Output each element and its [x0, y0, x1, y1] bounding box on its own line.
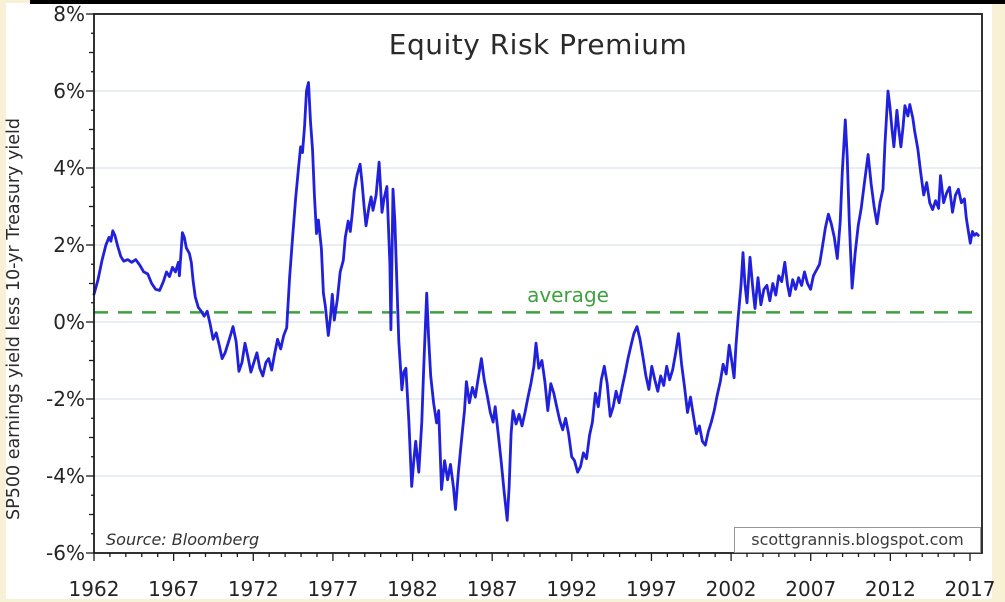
x-tick-label: 1982	[387, 577, 438, 601]
y-tick-label: -2%	[46, 387, 85, 411]
x-tick-label: 1987	[467, 577, 518, 601]
y-tick-label: 6%	[53, 79, 85, 103]
x-tick-label: 1997	[626, 577, 677, 601]
chart-title: Equity Risk Premium	[388, 28, 688, 61]
x-tick-label: 1977	[307, 577, 358, 601]
x-tick-label: 2002	[706, 577, 757, 601]
y-tick-label: -6%	[46, 541, 85, 565]
y-tick-label: 2%	[53, 233, 85, 257]
x-tick-label: 1967	[148, 577, 199, 601]
x-tick-label: 2007	[785, 577, 836, 601]
watermark-url: scottgrannis.blogspot.com	[734, 527, 981, 553]
x-tick-label: 1992	[546, 577, 597, 601]
y-tick-label: -4%	[46, 464, 85, 488]
chart-background-panel	[6, 3, 992, 599]
x-tick-label: 2017	[945, 577, 996, 601]
image-top-border	[30, 0, 1005, 4]
y-tick-label: 0%	[53, 310, 85, 334]
x-tick-label: 2012	[865, 577, 916, 601]
y-tick-label: 8%	[53, 2, 85, 26]
source-note: Source: Bloomberg	[106, 530, 260, 549]
x-tick-label: 1962	[69, 577, 120, 601]
erp-line-series	[92, 81, 980, 522]
y-tick-label: 4%	[53, 156, 85, 180]
x-tick-label: 1972	[228, 577, 279, 601]
average-line-label: average	[527, 283, 609, 307]
y-axis-title: SP500 earnings yield less 10-yr Treasury…	[4, 118, 24, 520]
